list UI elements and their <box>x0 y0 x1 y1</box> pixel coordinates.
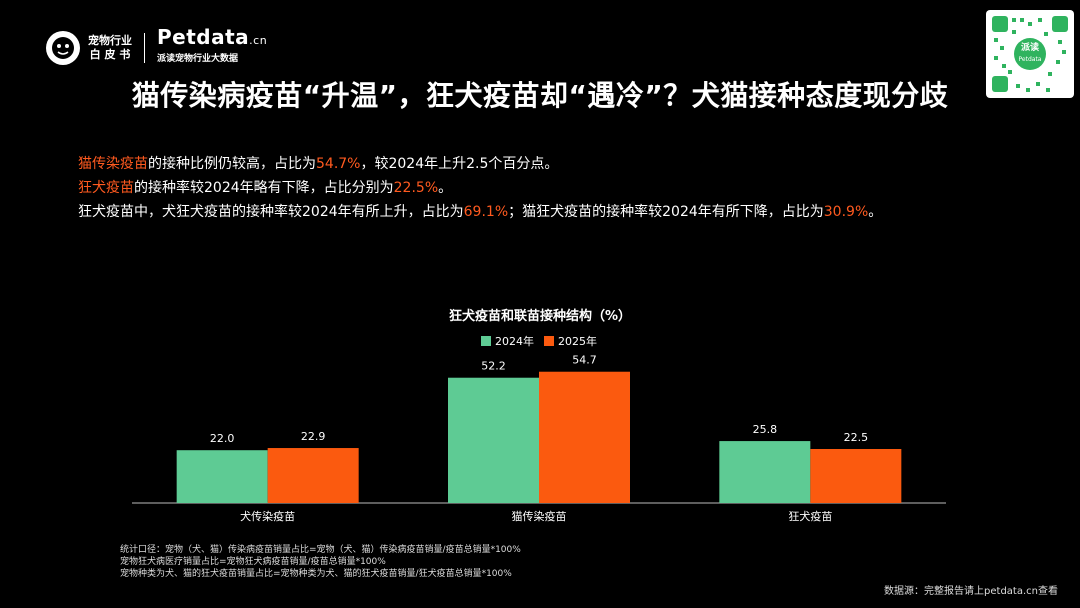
legend-label: 2024年 <box>495 335 534 348</box>
bar-2024年 <box>176 450 268 503</box>
brand-name: Petdata <box>157 25 250 49</box>
note-line: 猫传染疫苗的接种比例仍较高，占比为54.7%，较2024年上升2.5个百分点。 <box>78 152 882 176</box>
legend-item-2024: 2024年 <box>481 333 534 349</box>
pet-logo-icon <box>46 31 80 65</box>
note-text: ，较2024年上升2.5个百分点。 <box>360 156 559 172</box>
bar-chart: 22.0 22.9 犬传染疫苗 52.2 54.7 猫传染疫苗 25.8 22.5 狂犬疫苗 <box>132 354 946 523</box>
data-label: 25.8 <box>753 423 778 436</box>
note-text: 的接种比例仍较高，占比为 <box>148 156 316 172</box>
bar-2025年 <box>267 448 359 503</box>
note-line: 狂犬疫苗中，犬狂犬疫苗的接种率较2024年有所上升，占比为69.1%；猫狂犬疫苗… <box>78 200 882 224</box>
qr-badge-subtext: Petdata <box>1018 56 1042 63</box>
qr-badge: 派读 Petdata <box>1014 38 1046 70</box>
legend-item-2025: 2025年 <box>544 333 597 349</box>
whitepaper-label: 宠物行业 白 皮 书 <box>88 34 132 62</box>
data-label: 54.7 <box>572 354 597 367</box>
data-label: 52.2 <box>481 360 506 373</box>
note-highlight: 狂犬疫苗 <box>78 180 134 196</box>
legend-swatch <box>481 336 491 346</box>
logo-divider <box>144 33 145 63</box>
legend-label: 2025年 <box>558 335 597 348</box>
category-label: 犬传染疫苗 <box>240 509 295 523</box>
bar-2024年 <box>448 377 539 503</box>
note-text: 狂犬疫苗中，犬狂犬疫苗的接种率较2024年有所上升，占比为 <box>78 204 464 220</box>
note-text: ；猫狂犬疫苗的接种率较2024年有所下降，占比为 <box>508 204 824 220</box>
category-label: 狂犬疫苗 <box>788 509 832 523</box>
note-highlight-value: 54.7% <box>316 156 361 172</box>
note-highlight-value: 30.9% <box>823 204 869 220</box>
petdata-brand: Petdata.cn 派读宠物行业大数据 <box>157 27 268 66</box>
data-label: 22.0 <box>210 432 235 445</box>
footnote-line: 统计口径：宠物（犬、猫）传染病疫苗销量占比=宠物（犬、猫）传染病疫苗销量/疫苗总… <box>120 545 521 555</box>
footnote-line: 宠物狂犬病医疗销量占比=宠物狂犬病疫苗销量/疫苗总销量*100% <box>120 557 386 567</box>
chart-legend: 2024年 2025年 <box>481 333 597 349</box>
summary-notes: 猫传染疫苗的接种比例仍较高，占比为54.7%，较2024年上升2.5个百分点。 … <box>78 152 882 224</box>
brand-logo: 宠物行业 白 皮 书 Petdata.cn 派读宠物行业大数据 <box>46 27 268 66</box>
chart-title: 狂犬疫苗和联苗接种结构（%） <box>448 309 632 324</box>
brand-suffix: .cn <box>249 34 268 47</box>
page-title: 猫传染病疫苗“升温”，狂犬疫苗却“遇冷”？犬猫接种态度现分歧 <box>131 79 949 112</box>
qr-badge-text: 派读 <box>1020 43 1039 53</box>
footnote: 统计口径：宠物（犬、猫）传染病疫苗销量占比=宠物（犬、猫）传染病疫苗销量/疫苗总… <box>120 544 521 580</box>
logo-line1: 宠物行业 <box>88 34 132 47</box>
note-text: 的接种率较2024年略有下降，占比分别为 <box>134 180 394 196</box>
note-highlight-value: 69.1% <box>463 204 509 220</box>
qr-code[interactable]: 派读 Petdata <box>986 10 1074 98</box>
note-highlight: 猫传染疫苗 <box>78 156 148 172</box>
data-source: 数据源：完整报告请上petdata.cn查看 <box>884 586 1058 597</box>
legend-swatch <box>544 336 554 346</box>
data-label: 22.9 <box>301 430 326 443</box>
note-text: 。 <box>868 204 883 220</box>
note-highlight-value: 22.5% <box>393 180 439 196</box>
bar-2025年 <box>810 449 902 503</box>
note-line: 狂犬疫苗的接种率较2024年略有下降，占比分别为22.5%。 <box>78 176 882 200</box>
brand-subtitle: 派读宠物行业大数据 <box>157 54 239 64</box>
footnote-line: 宠物种类为犬、猫的狂犬疫苗销量占比=宠物种类为犬、猫的狂犬疫苗销量/狂犬疫苗总销… <box>120 569 512 579</box>
bar-2024年 <box>719 441 811 503</box>
bar-2025年 <box>539 371 630 503</box>
category-label: 猫传染疫苗 <box>512 509 567 523</box>
qr-pattern-icon <box>992 16 1068 92</box>
note-text: 。 <box>438 180 453 196</box>
logo-line2: 白 皮 书 <box>89 48 131 61</box>
data-label: 22.5 <box>844 431 869 444</box>
